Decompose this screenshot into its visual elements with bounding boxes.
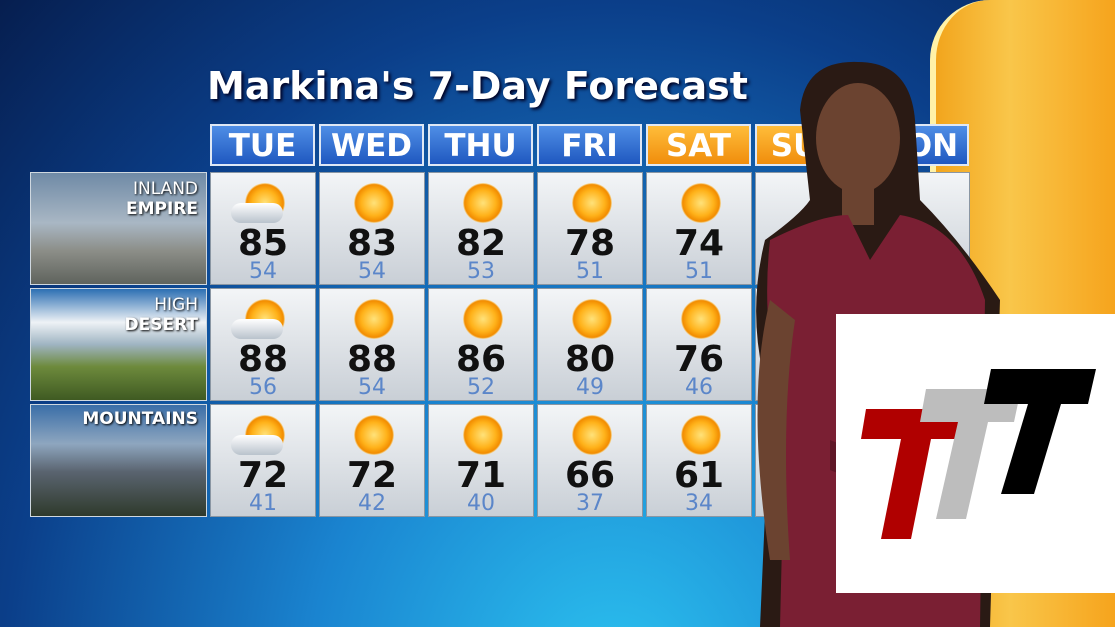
high-temp: 86 (455, 339, 507, 380)
channel-logo (836, 314, 1115, 593)
forecast-cell: 66 37 (537, 404, 643, 517)
high-temp: 72 (346, 455, 398, 496)
region-label: HIGH (154, 295, 198, 315)
high-temp: 61 (673, 455, 725, 496)
sun-icon (572, 299, 612, 339)
forecast-cell: 74 51 (646, 172, 752, 285)
forecast-cell: 72 42 (319, 404, 425, 517)
forecast-cell: 71 40 (428, 404, 534, 517)
forecast-title: Markina's 7-Day Forecast (207, 64, 748, 108)
day-header: FRI (537, 124, 642, 166)
forecast-cell: 72 41 (210, 404, 316, 517)
high-temp: 74 (673, 223, 725, 264)
low-temp: 54 (249, 259, 277, 284)
sun-icon (681, 299, 721, 339)
forecast-cell: 83 54 (319, 172, 425, 285)
low-temp: 46 (685, 375, 713, 400)
region-label: DESERT (124, 315, 198, 335)
region-image: INLAND EMPIRE (30, 172, 207, 285)
low-temp: 56 (249, 375, 277, 400)
forecast-cell: 80 49 (537, 288, 643, 401)
high-temp: 66 (564, 455, 616, 496)
forecast-cell: 85 54 (210, 172, 316, 285)
region-image: MOUNTAINS (30, 404, 207, 517)
low-temp: 42 (358, 491, 386, 516)
day-header: THU (428, 124, 533, 166)
low-temp: 52 (467, 375, 495, 400)
low-temp: 37 (576, 491, 604, 516)
cloud-icon (231, 203, 283, 223)
day-header: WED (319, 124, 424, 166)
low-temp: 54 (358, 259, 386, 284)
sun-icon (572, 183, 612, 223)
sun-icon (463, 299, 503, 339)
low-temp: 40 (467, 491, 495, 516)
forecast-cell: 86 52 (428, 288, 534, 401)
cloud-icon (231, 435, 283, 455)
high-temp: 71 (455, 455, 507, 496)
sun-icon (681, 183, 721, 223)
sun-icon (572, 415, 612, 455)
low-temp: 34 (685, 491, 713, 516)
sun-icon (354, 183, 394, 223)
low-temp: 54 (358, 375, 386, 400)
sun-icon (681, 415, 721, 455)
low-temp: 51 (685, 259, 713, 284)
forecast-cell: 76 46 (646, 288, 752, 401)
high-temp: 85 (237, 223, 289, 264)
day-header: TUE (210, 124, 315, 166)
forecast-cell: 88 54 (319, 288, 425, 401)
high-temp: 88 (237, 339, 289, 380)
high-temp: 88 (346, 339, 398, 380)
region-label: INLAND (132, 179, 198, 199)
high-temp: 83 (346, 223, 398, 264)
high-temp: 76 (673, 339, 725, 380)
high-temp: 80 (564, 339, 616, 380)
region-label: EMPIRE (125, 199, 198, 219)
low-temp: 51 (576, 259, 604, 284)
region-image: HIGH DESERT (30, 288, 207, 401)
cloud-icon (231, 319, 283, 339)
sun-icon (354, 415, 394, 455)
region-label: MOUNTAINS (82, 409, 198, 429)
low-temp: 53 (467, 259, 495, 284)
low-temp: 49 (576, 375, 604, 400)
forecast-cell: 88 56 (210, 288, 316, 401)
forecast-cell: 82 53 (428, 172, 534, 285)
forecast-cell: 61 34 (646, 404, 752, 517)
sun-icon (463, 183, 503, 223)
sun-icon (463, 415, 503, 455)
high-temp: 78 (564, 223, 616, 264)
high-temp: 72 (237, 455, 289, 496)
forecast-cell: 78 51 (537, 172, 643, 285)
low-temp: 41 (249, 491, 277, 516)
day-header: SAT (646, 124, 751, 166)
high-temp: 82 (455, 223, 507, 264)
sun-icon (354, 299, 394, 339)
